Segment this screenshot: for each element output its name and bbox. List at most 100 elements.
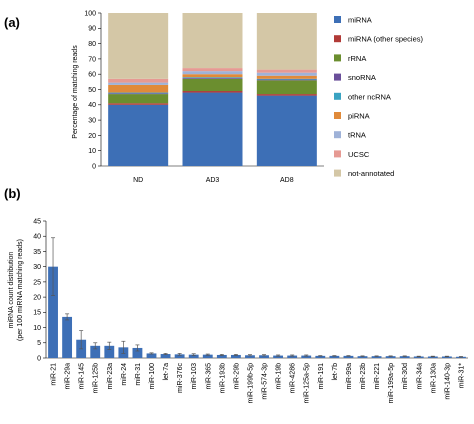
bar <box>62 316 73 358</box>
x-tick-label-b: miR-30d <box>402 363 409 390</box>
x-tick-label-b: let-7b <box>332 363 339 381</box>
legend-label: not-annotated <box>348 169 394 178</box>
x-tick-label-b: miR-193b <box>219 363 226 393</box>
y-tick-label-b: 20 <box>33 295 41 302</box>
stacked-bar-segment <box>182 13 243 69</box>
x-tick-label-b: let-7a <box>163 363 170 381</box>
stacked-bar-segment <box>256 80 317 95</box>
bar <box>90 345 101 358</box>
y-axis-label-a: Percentage of matching reads <box>72 45 79 139</box>
bar <box>357 356 368 358</box>
stacked-bar-segment <box>256 94 317 96</box>
legend-swatch <box>334 54 341 62</box>
bar <box>441 356 452 358</box>
bar <box>174 354 185 358</box>
x-tick-label-b: miR-191 <box>318 363 325 390</box>
stacked-bar-segment <box>182 68 243 72</box>
x-tick-label-b: miR-99a <box>346 363 353 390</box>
y-tick-label-a: 10 <box>88 148 96 155</box>
x-tick-label-b: miR-130a <box>430 363 437 393</box>
y-tick-label-a: 70 <box>88 56 96 63</box>
bar <box>104 345 115 358</box>
bar <box>315 355 326 358</box>
legend-label: tRNA <box>348 131 366 140</box>
y-tick-label-a: 90 <box>88 26 96 33</box>
y-tick-label-a: 50 <box>88 87 96 94</box>
y-tick-label-b: 5 <box>37 340 41 347</box>
x-tick-label-b: miR-21 <box>51 363 58 386</box>
stacked-bar-segment <box>182 91 243 93</box>
bar <box>399 356 410 358</box>
y-tick-label-a: 100 <box>84 10 96 17</box>
panel-label-a: (a) <box>4 15 20 30</box>
stacked-bar-segment <box>108 103 169 105</box>
y-tick-label-b: 30 <box>33 264 41 271</box>
y-tick-label-b: 0 <box>37 355 41 362</box>
stacked-bar-segment <box>182 77 243 79</box>
x-tick-label-b: miR-23b <box>360 363 367 390</box>
y-tick-label-b: 15 <box>33 310 41 317</box>
x-tick-label-b: miR-145 <box>79 363 86 390</box>
x-tick-label-b: miR-100 <box>149 363 156 390</box>
bar <box>132 347 143 358</box>
legend-label: snoRNA <box>348 73 376 82</box>
stacked-bar-segment <box>108 104 169 166</box>
y-tick-label-a: 80 <box>88 41 96 48</box>
bar <box>216 354 227 358</box>
stacked-bar-segment <box>108 92 169 94</box>
stacked-bar-segment <box>108 93 169 95</box>
legend-swatch <box>334 131 341 139</box>
stacked-bar-segment <box>256 79 317 81</box>
x-tick-label-b: miR-376c <box>177 363 184 393</box>
y-axis-label-b-line1: miRNA count distribution <box>8 252 15 329</box>
bar <box>413 356 424 358</box>
stacked-bar-segment <box>256 69 317 73</box>
x-tick-label-b: miR-19b <box>276 363 283 390</box>
bar <box>230 354 241 358</box>
x-tick-label-b: miR-29b <box>233 363 240 390</box>
y-tick-label-a: 0 <box>92 163 96 170</box>
stacked-bar-segment <box>108 78 169 83</box>
y-tick-label-b: 40 <box>33 234 41 241</box>
y-tick-label-b: 35 <box>33 249 41 256</box>
bar <box>48 266 58 358</box>
y-tick-label-a: 30 <box>88 118 96 125</box>
bar <box>245 355 255 358</box>
legend-label: UCSC <box>348 150 370 159</box>
x-tick-label-b: miR-125b <box>93 363 100 393</box>
stacked-bar-segment <box>256 13 317 70</box>
legend-swatch <box>334 169 341 177</box>
legend-swatch <box>334 150 341 158</box>
bar <box>160 354 171 358</box>
x-tick-label-a: AD3 <box>206 177 220 184</box>
x-tick-label-b: miR-221 <box>374 363 381 390</box>
stacked-bar-segment <box>256 78 317 80</box>
bar-chart-b: miRNA count distribution (per 100 miRNA … <box>8 218 468 403</box>
y-tick-label-a: 60 <box>88 72 96 79</box>
x-tick-label-b: miR-199b-5p <box>247 363 254 404</box>
legend-label: miRNA (other species) <box>348 35 424 44</box>
stacked-bar-segment <box>108 94 169 104</box>
y-tick-label-b: 45 <box>33 218 41 225</box>
legend-swatch <box>334 112 341 119</box>
x-tick-label-b: miR-31 <box>135 363 142 386</box>
y-tick-label-a: 20 <box>88 133 96 140</box>
stacked-bar-segment <box>182 71 243 75</box>
legend-label: rRNA <box>348 54 366 63</box>
stacked-bar-segment <box>108 84 169 93</box>
y-tick-label-b: 25 <box>33 279 41 286</box>
x-tick-label-b: miR-125a-5p <box>304 363 311 404</box>
stacked-bar-segment <box>256 72 317 76</box>
legend-a: miRNA miRNA (other species) rRNA snoRNA othe… <box>334 16 424 178</box>
panel-label-b: (b) <box>4 186 21 201</box>
x-tick-label-b: miR-365 <box>205 363 212 390</box>
x-tick-label-b: miR-140-3p <box>444 363 451 400</box>
stacked-bar-segment <box>182 92 243 166</box>
bar <box>188 354 199 358</box>
bar <box>259 355 269 358</box>
legend-label: miRNA <box>348 16 372 25</box>
x-tick-label-b: miR-4286 <box>290 363 297 393</box>
bar <box>287 355 298 358</box>
x-tick-label-a: AD8 <box>280 177 294 184</box>
